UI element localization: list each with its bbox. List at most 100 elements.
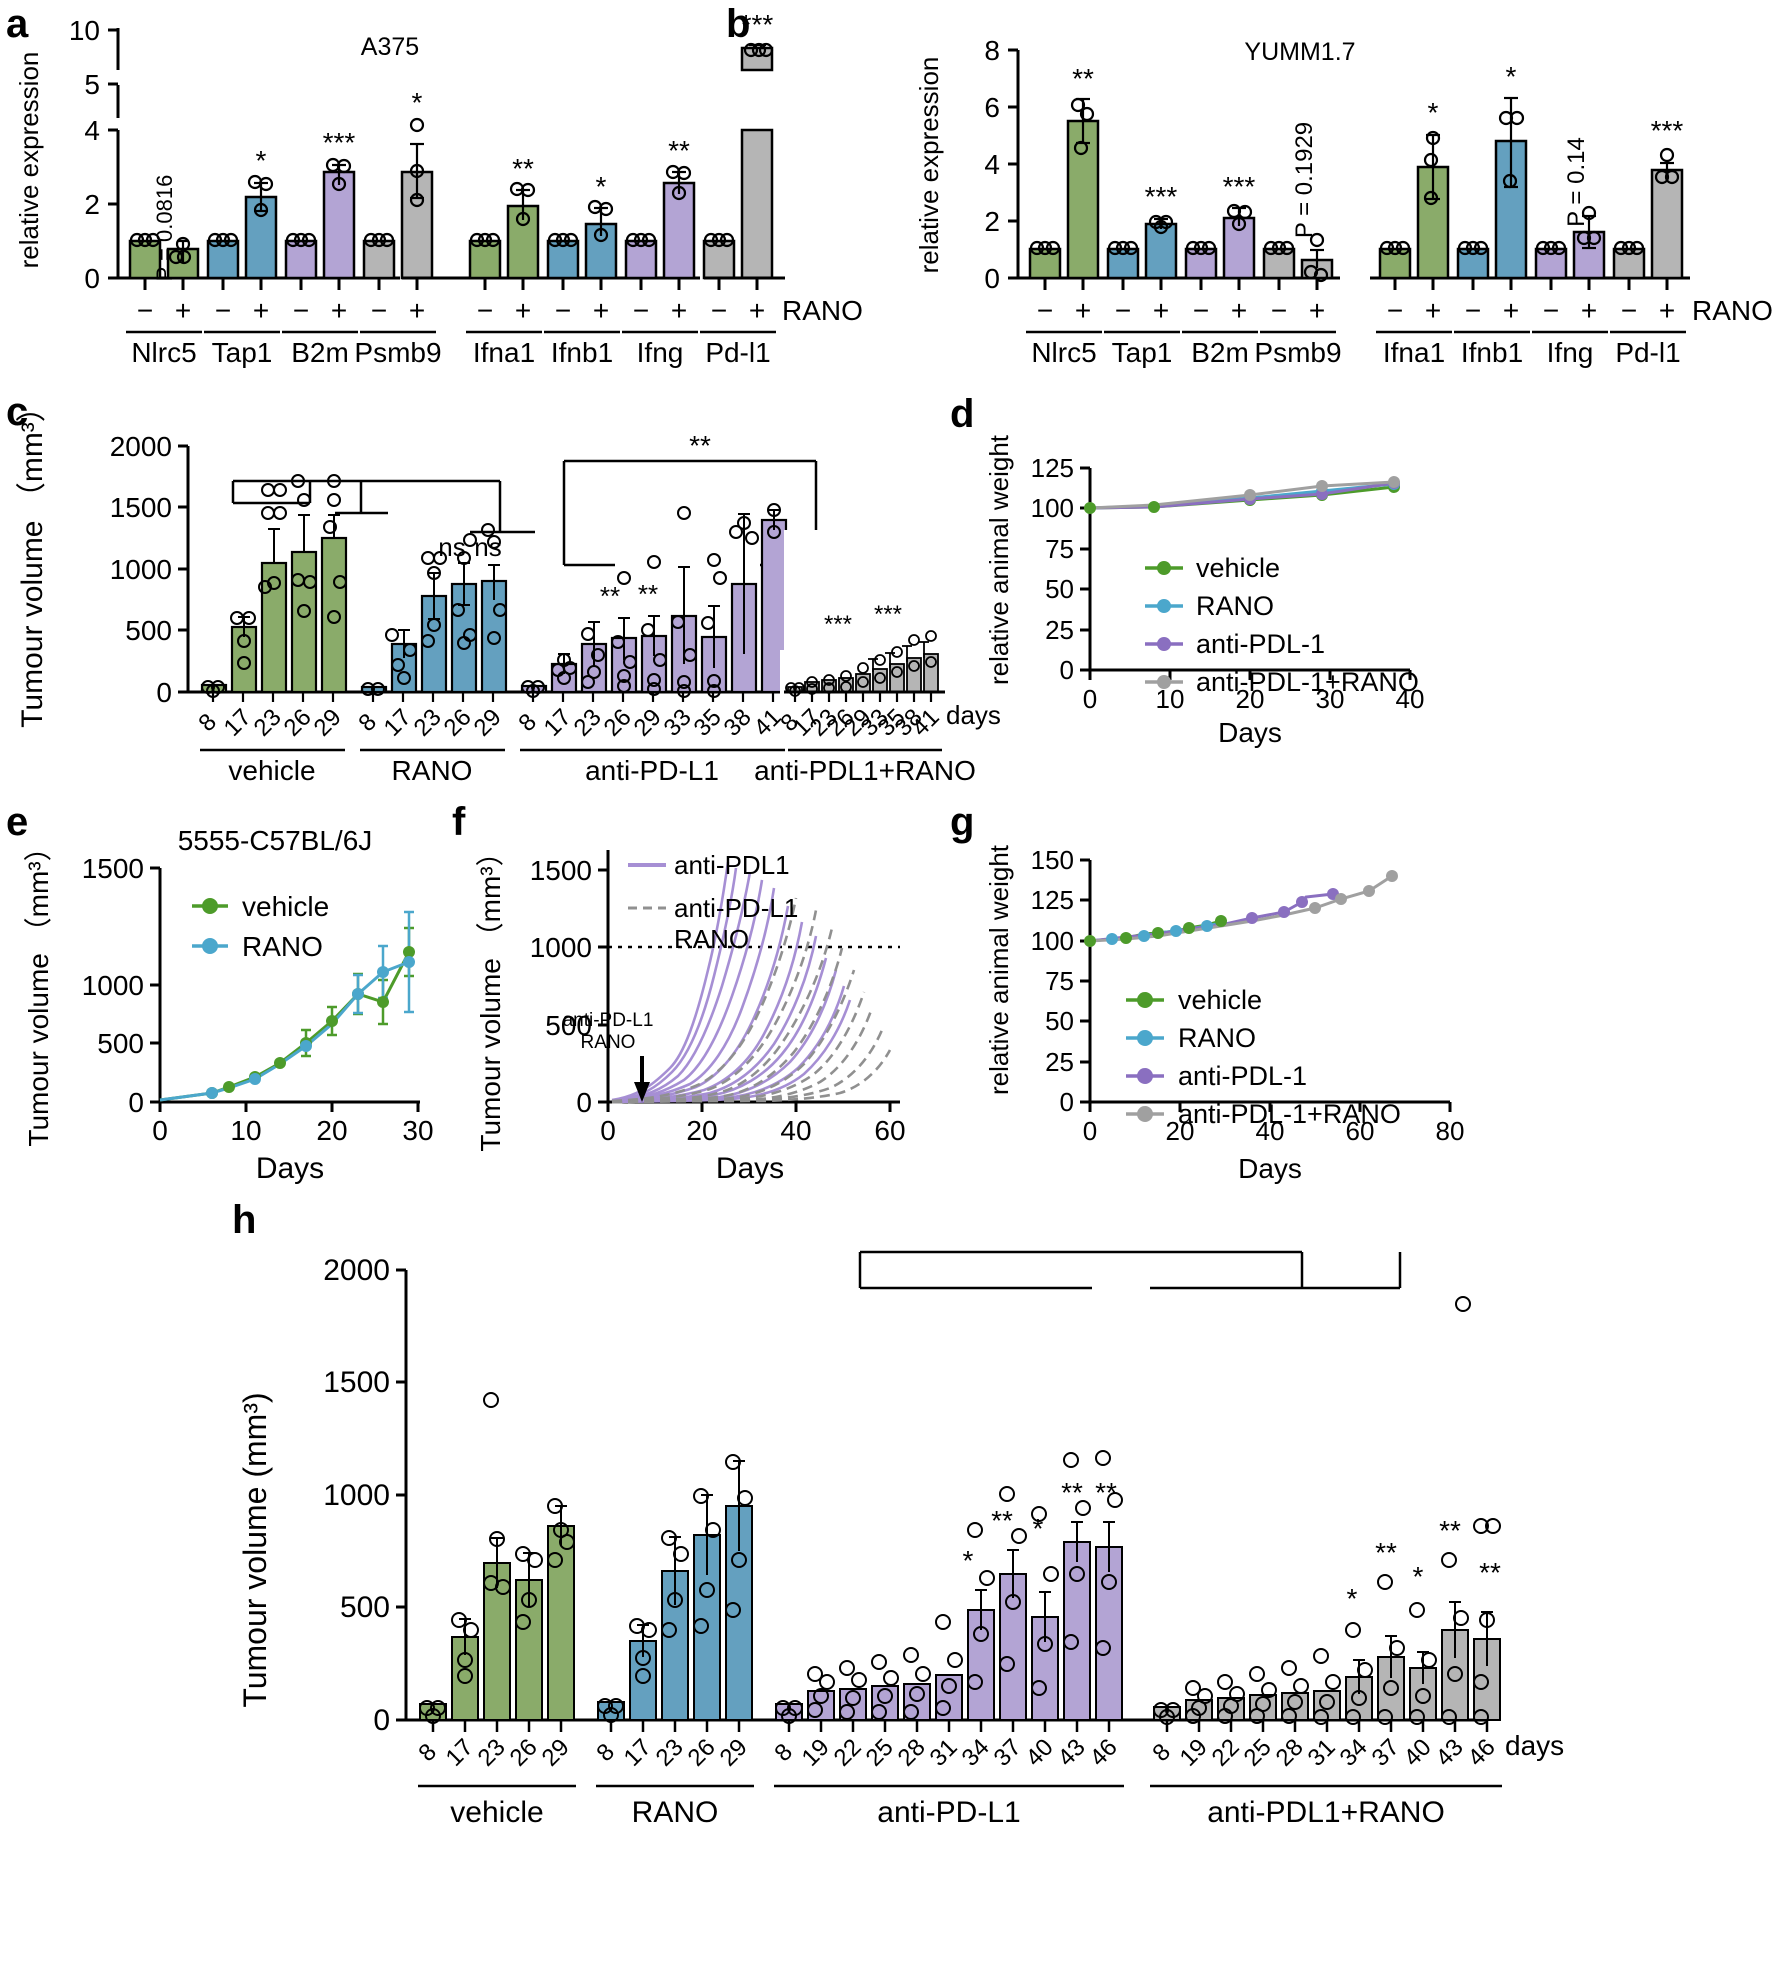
h-day-v1: 8	[413, 1738, 442, 1767]
panel-e-legend-vehicle: vehicle	[242, 891, 329, 922]
panel-b-sign-16: +	[1659, 295, 1675, 326]
panel-f-ytick-0: 0	[576, 1087, 592, 1118]
panel-b-gene-ifnb1: Ifnb1	[1461, 337, 1523, 368]
sig-b-ifng: P = 0.14	[1563, 137, 1590, 227]
panel-b-sign-4: +	[1153, 295, 1169, 326]
panel-e-legend: vehicle RANO	[192, 891, 329, 962]
bar-b-nlrc5-plus	[1066, 119, 1100, 280]
panel-f-xtick-40: 40	[780, 1115, 811, 1146]
sig-b-tap1: ***	[1145, 181, 1178, 212]
panel-e-line-rano	[159, 960, 410, 1102]
panel-f-xtick-60: 60	[874, 1115, 905, 1146]
panel-g-xtick-0: 0	[1083, 1116, 1097, 1146]
panel-b-sign-12: +	[1503, 295, 1519, 326]
sig-a-pdl1: ***	[741, 9, 774, 40]
panel-h-ytick-1000: 1000	[323, 1479, 390, 1512]
panel-a-sign-12: +	[593, 295, 609, 326]
panel-a-gene-psmb9: Psmb9	[354, 337, 441, 368]
panel-b-ytick-6: 6	[984, 92, 1000, 123]
panel-c-sig-ns-1: ns	[438, 532, 465, 562]
panel-h-group-label-rano: RANO	[632, 1796, 719, 1829]
panel-f-xlabel: Days	[716, 1152, 784, 1185]
panel-h-group-combo: * ** * ** **	[1153, 1296, 1501, 1725]
panel-label-f: f	[452, 800, 466, 844]
panel-d: relative animal weight 125 100 75 50 25 …	[940, 420, 1792, 750]
sig-a-ifna1: **	[512, 153, 534, 184]
sig-a-tap1: *	[256, 145, 267, 176]
panel-label-e: e	[6, 800, 29, 844]
panel-h-ytick-1500: 1500	[323, 1366, 390, 1399]
panel-h-sig-p5: **	[1095, 1477, 1117, 1508]
panel-h-ylabel: Tumour volume (mm³)	[237, 1392, 273, 1707]
panel-b-sign-10: +	[1425, 295, 1441, 326]
bar-a-ifng-plus	[662, 181, 696, 280]
h-day-v5: 29	[537, 1734, 575, 1772]
panel-a-ytick-5: 5	[84, 69, 100, 100]
panel-a-sign-3: −	[215, 295, 231, 326]
panel-a-gene-ifna1: Ifna1	[473, 337, 535, 368]
panel-c-ytick-500: 500	[125, 615, 172, 646]
panel-e-xtick-30: 30	[402, 1115, 433, 1146]
panel-c-group-label-combo: anti-PDL1+RANO	[754, 755, 976, 786]
panel-f-ytick-1000: 1000	[530, 932, 592, 963]
panel-d-legend: vehicle RANO anti-PDL-1 anti-PDL-1+RANO	[1145, 553, 1419, 697]
panel-b-ytick-8: 8	[984, 35, 1000, 66]
panel-g-legend-rano: RANO	[1178, 1023, 1256, 1053]
h-day-g11: 46	[1463, 1734, 1501, 1772]
panel-g-xtick-20: 20	[1166, 1116, 1195, 1146]
panel-c-sig-ns-2: ns	[474, 532, 501, 562]
panel-f-xtick-20: 20	[686, 1115, 717, 1146]
panel-a-sign-10: +	[515, 295, 531, 326]
panel-a-gene-tap1: Tap1	[212, 337, 273, 368]
panel-g-xlabel: Days	[1238, 1153, 1302, 1184]
panel-b-sign-8: +	[1309, 295, 1325, 326]
panel-a-ytick-0: 0	[84, 263, 100, 294]
panel-c-labels: *** ***	[0, 410, 964, 810]
panel-f-chart: Tumour volume （mm³） 1500 1000 500 0 0 20…	[475, 838, 906, 1185]
panel-d-line-combo	[1089, 480, 1395, 510]
panel-a-gene-b2m: B2m	[291, 337, 349, 368]
panel-b-gene-ifng: Ifng	[1547, 337, 1594, 368]
panel-a-sign-4: +	[253, 295, 269, 326]
panel-a-sign-13: −	[633, 295, 649, 326]
panel-b-ytick-2: 2	[984, 206, 1000, 237]
panel-a-ytick-2: 2	[84, 189, 100, 220]
panel-c-ytick-0: 0	[156, 677, 172, 708]
sig-a-b2m: ***	[323, 127, 356, 158]
panel-b-sign-9: −	[1387, 295, 1403, 326]
panel-h-group-label-pdl1: anti-PD-L1	[877, 1796, 1020, 1829]
panel-d-ytick-75: 75	[1045, 534, 1074, 564]
panel-a-rano-label: RANO	[782, 295, 863, 326]
panel-label-d: d	[950, 392, 975, 436]
panel-b-sign-5: −	[1193, 295, 1209, 326]
panel-d-xtick-0: 0	[1083, 684, 1097, 714]
panel-b-rano-label: RANO	[1692, 295, 1773, 326]
panel-d-xtick-40: 40	[1396, 684, 1425, 714]
bar-a-nlrc5-minus	[128, 239, 162, 280]
sig-b-b2m: ***	[1223, 171, 1256, 202]
panel-a-sign-5: −	[293, 295, 309, 326]
panel-g-ytick-50: 50	[1045, 1006, 1074, 1036]
panel-a-sign-16: +	[749, 295, 765, 326]
panel-b-gene-ifna1: Ifna1	[1383, 337, 1445, 368]
bar-a-pdl1-plus-lower	[740, 128, 774, 280]
h-day-p1: 8	[769, 1738, 798, 1767]
sig-b-ifna1: *	[1428, 97, 1439, 128]
sig-a-psmb9: *	[412, 87, 423, 118]
panel-h: Tumour volume (mm³) 2000 1500 1000 500 0	[220, 1230, 1564, 1850]
panel-g-chart: relative animal weight 150 125 100 75 50…	[984, 844, 1465, 1184]
panel-g-legend-vehicle: vehicle	[1178, 985, 1262, 1015]
panel-d-ytick-50: 50	[1045, 574, 1074, 604]
panel-c-days-label: days	[946, 700, 1001, 730]
panel-b-gene-nlrc5: Nlrc5	[1031, 337, 1096, 368]
bar-a-pdl1-minus	[702, 239, 736, 280]
sig-b-psmb9: P = 0.1929	[1291, 122, 1318, 238]
panel-a-sign-1: −	[137, 295, 153, 326]
panel-h-group-vehicle	[419, 1392, 575, 1724]
panel-b-sign-1: −	[1037, 295, 1053, 326]
panel-e-legend-rano: RANO	[242, 931, 323, 962]
panel-g-xtick-80: 80	[1436, 1116, 1465, 1146]
panel-c-ylabel: Tumour volume （mm³）	[16, 392, 49, 728]
sig-b-nlrc5: **	[1072, 63, 1094, 94]
panel-a-ytick-4: 4	[84, 115, 100, 146]
